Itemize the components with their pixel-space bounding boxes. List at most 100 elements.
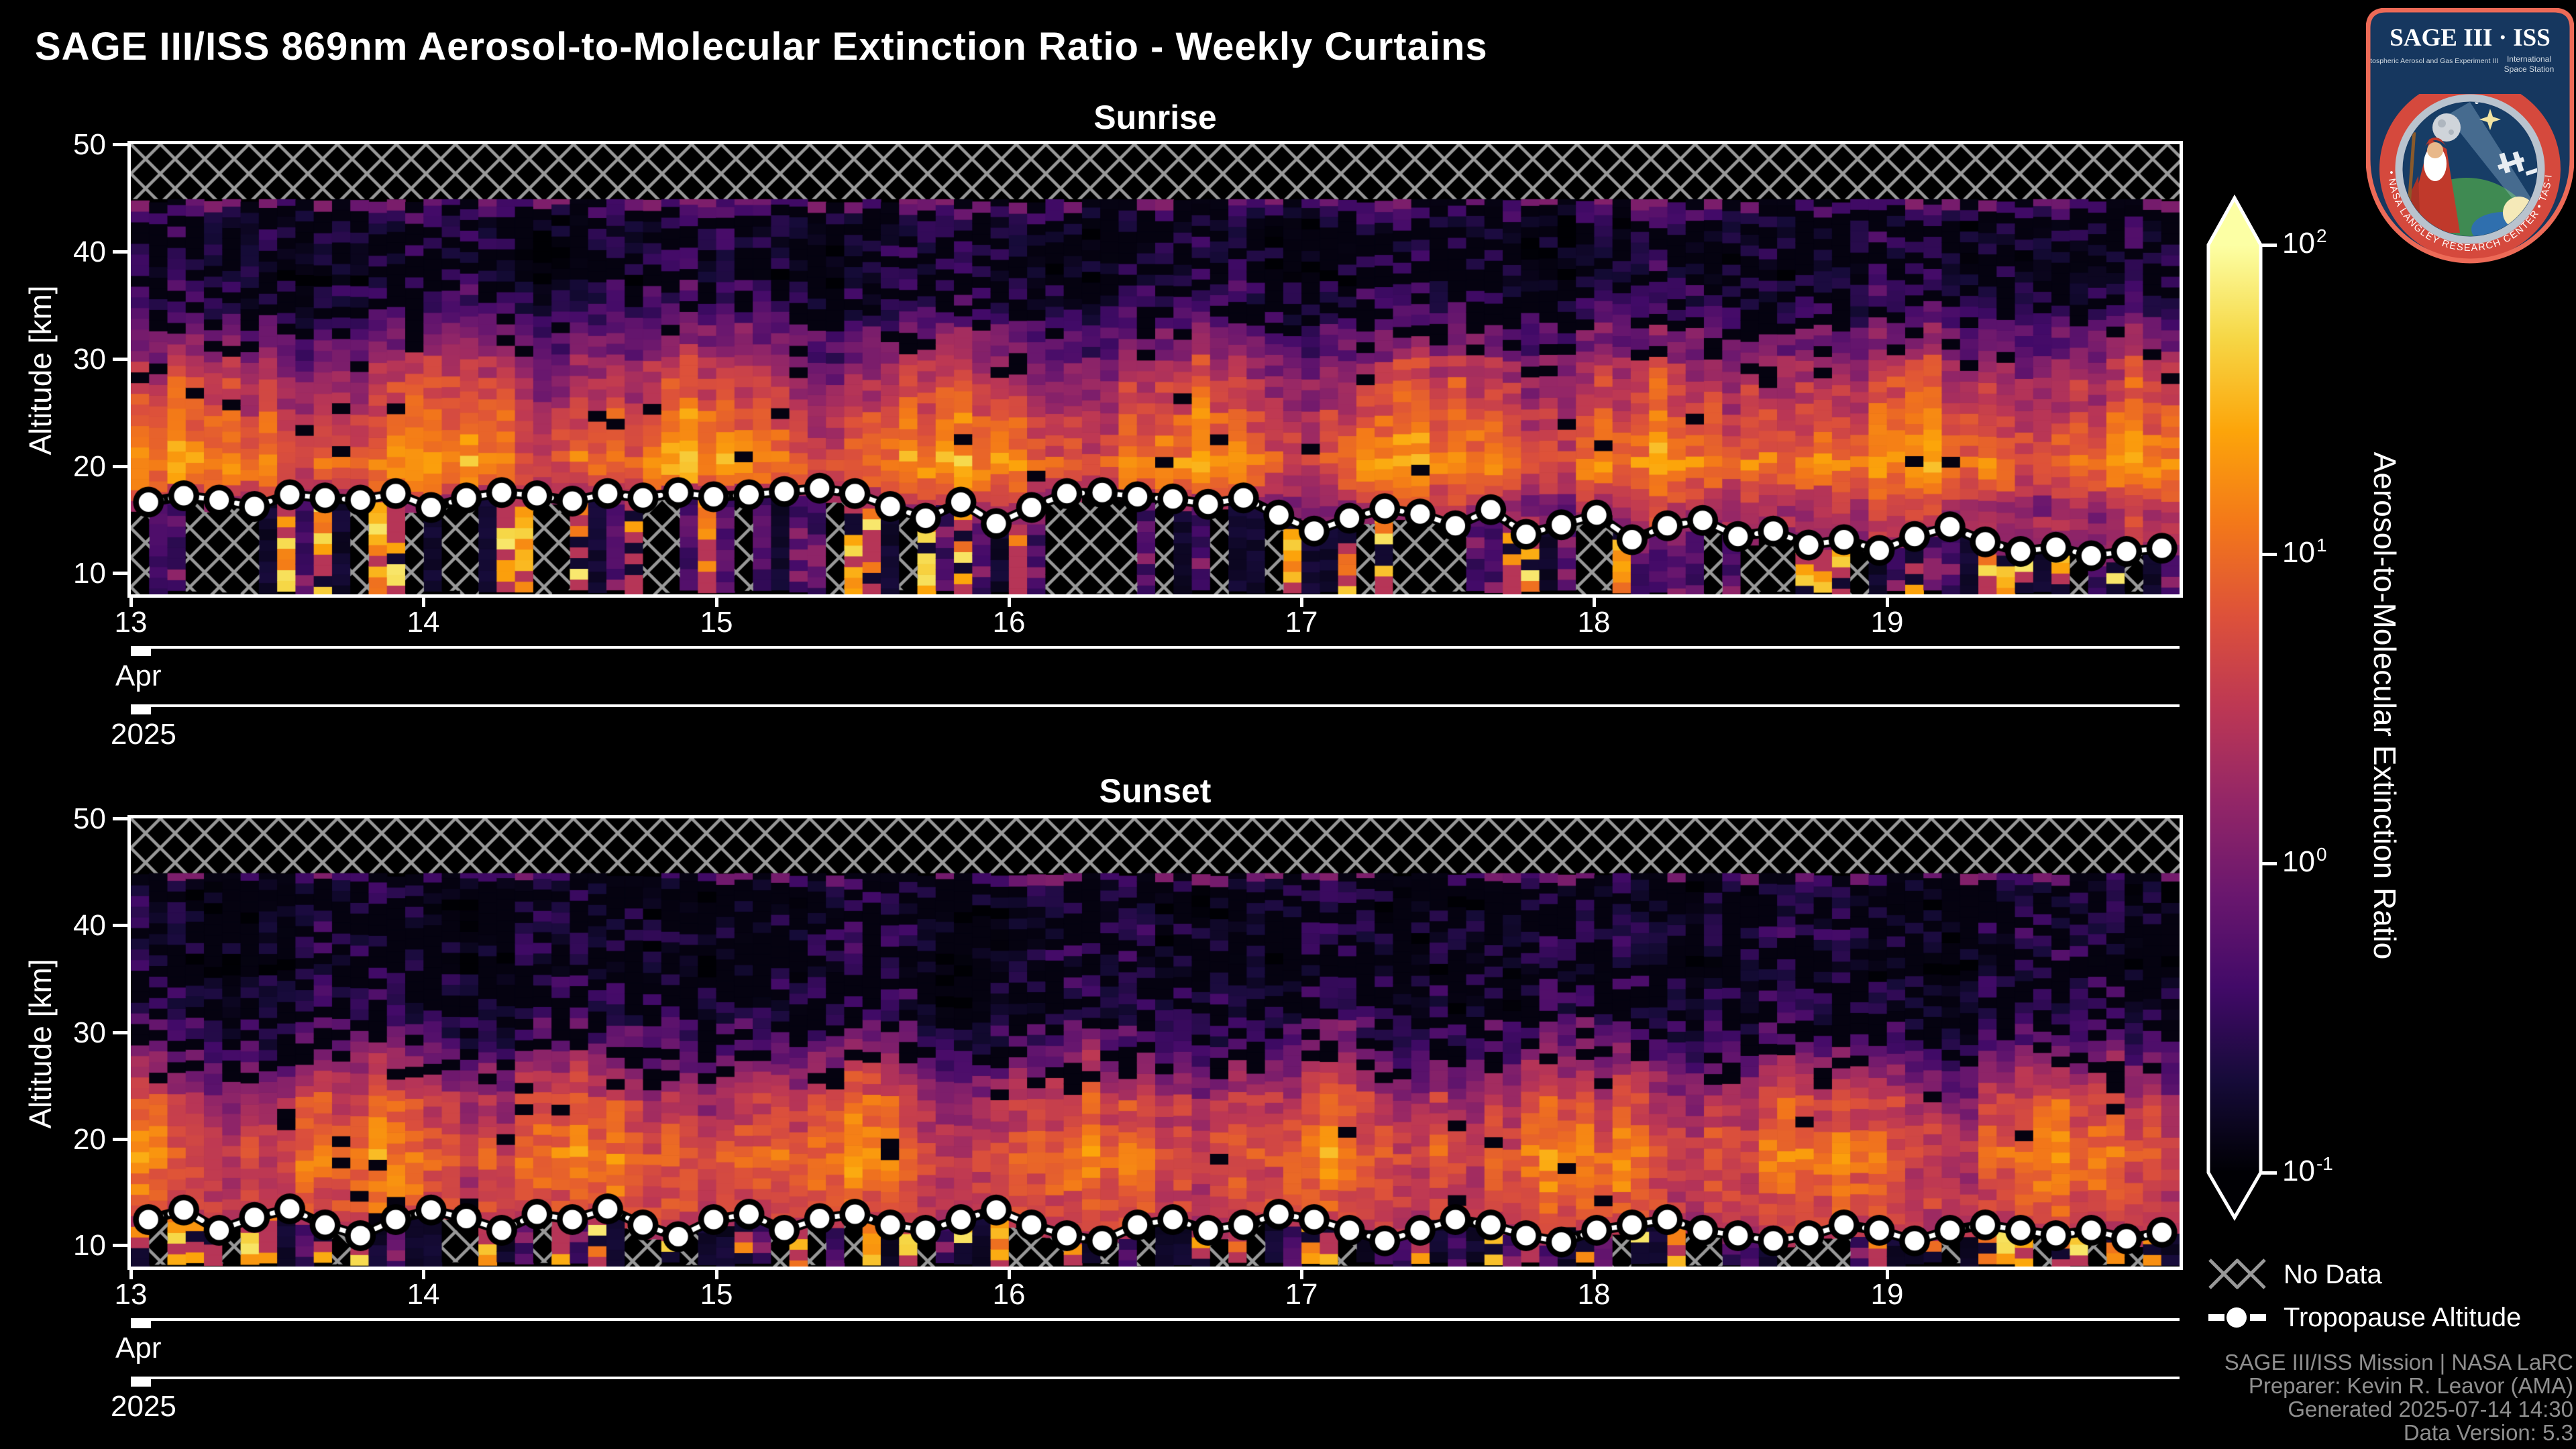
- colorbar-tick: [2261, 1171, 2277, 1175]
- sunrise-y-axis-title: Altitude [km]: [23, 285, 58, 455]
- y-tick-label: 20: [73, 450, 106, 483]
- logo-iss-icon: [2498, 151, 2537, 176]
- sunrise-heatmap-canvas: [131, 144, 2180, 594]
- attribution-line: Preparer: Kevin R. Leavor (AMA): [2248, 1373, 2573, 1398]
- y-tick: [113, 1138, 127, 1141]
- x-tick-label: 16: [992, 606, 1026, 639]
- month-axis-tick: [131, 647, 151, 656]
- x-tick: [1300, 596, 1303, 607]
- x-tick: [1008, 1269, 1011, 1279]
- x-tick: [129, 596, 133, 607]
- logo-border: [2366, 8, 2574, 264]
- year-axis-tick: [131, 1378, 151, 1387]
- x-tick-label: 17: [1285, 1278, 1318, 1311]
- year-label: 2025: [111, 1390, 176, 1423]
- x-tick: [422, 1269, 425, 1279]
- x-tick-label: 14: [407, 1278, 440, 1311]
- y-tick-label: 50: [73, 802, 106, 835]
- logo-tagline-right-2: Space Station: [2504, 64, 2555, 74]
- x-tick-label: 15: [700, 606, 733, 639]
- year-axis-tick: [131, 706, 151, 714]
- x-tick-label: 16: [992, 1278, 1026, 1311]
- colorbar-tick: [2261, 862, 2277, 865]
- y-tick: [113, 465, 127, 468]
- x-tick-label: 18: [1577, 1278, 1611, 1311]
- y-tick: [113, 572, 127, 575]
- x-tick: [1886, 1269, 1889, 1279]
- x-tick: [1593, 1269, 1596, 1279]
- x-tick-label: 19: [1870, 1278, 1904, 1311]
- month-axis-line: [131, 1318, 2180, 1321]
- colorbar-title: Aerosol-to-Molecular Extinction Ratio: [2367, 451, 2402, 960]
- x-tick-label: 14: [407, 606, 440, 639]
- sunrise-heatmap-panel: [127, 141, 2183, 598]
- tropopause-line-swatch-icon: [2208, 1307, 2266, 1328]
- attribution-line: Data Version: 5.3: [2403, 1420, 2573, 1445]
- sunset-y-axis-title: Altitude [km]: [23, 959, 58, 1129]
- x-tick-label: 18: [1577, 606, 1611, 639]
- month-axis-line: [131, 646, 2180, 649]
- month-label: Apr: [115, 659, 162, 692]
- y-tick: [113, 817, 127, 820]
- x-tick: [1593, 596, 1596, 607]
- colorbar-tick: [2261, 553, 2277, 556]
- x-tick-label: 17: [1285, 606, 1318, 639]
- year-axis-line: [131, 1377, 2180, 1379]
- x-tick: [422, 596, 425, 607]
- year-axis-line: [131, 704, 2180, 707]
- logo-title: SAGE III · ISS: [2390, 24, 2551, 52]
- colorbar-tick-label: 10 2: [2282, 225, 2327, 260]
- x-tick-label: 19: [1870, 606, 1904, 639]
- y-tick: [113, 250, 127, 254]
- x-tick-label: 15: [700, 1278, 733, 1311]
- logo-star-icon: [2479, 109, 2501, 130]
- y-tick-label: 40: [73, 235, 106, 268]
- y-tick-label: 40: [73, 909, 106, 942]
- x-tick-label: 13: [114, 606, 148, 639]
- legend-tropopause-label: Tropopause Altitude: [2284, 1303, 2522, 1332]
- sunset-heatmap-canvas: [131, 818, 2180, 1267]
- colorbar-tick: [2261, 244, 2277, 247]
- logo-gray-ring-icon: [2395, 94, 2545, 244]
- x-tick: [715, 1269, 718, 1279]
- figure-title: SAGE III/ISS 869nm Aerosol-to-Molecular …: [35, 25, 1488, 68]
- colorbar-tick-label: 10 0: [2282, 844, 2327, 878]
- sage-iii-iss-logo: BALL • NASA LANGLEY RESEARCH CENTER • TA…: [2366, 8, 2574, 264]
- colorbar-tick-label: 10 -1: [2282, 1153, 2333, 1187]
- month-axis-tick: [131, 1320, 151, 1328]
- logo-tagline-right-1: International: [2507, 54, 2551, 64]
- x-tick: [715, 596, 718, 607]
- sunset-heatmap-panel: [127, 815, 2183, 1270]
- y-tick-label: 30: [73, 1016, 106, 1049]
- no-data-hatch-swatch-icon: [2208, 1258, 2266, 1289]
- logo-sun-beam: [2447, 102, 2534, 213]
- attribution-line: Generated 2025-07-14 14:30: [2288, 1397, 2573, 1421]
- x-tick: [1300, 1269, 1303, 1279]
- x-tick: [1008, 596, 1011, 607]
- y-tick-label: 50: [73, 128, 106, 161]
- y-tick: [113, 924, 127, 927]
- legend-no-data-label: No Data: [2284, 1260, 2382, 1289]
- colorbar-tick-label: 10 1: [2282, 535, 2327, 569]
- sunrise-panel-title: Sunrise: [1093, 99, 1217, 136]
- month-label: Apr: [115, 1332, 162, 1364]
- y-tick: [113, 1031, 127, 1034]
- y-tick-label: 10: [73, 1229, 106, 1262]
- x-tick: [1886, 596, 1889, 607]
- sunset-panel-title: Sunset: [1099, 772, 1212, 810]
- x-tick-label: 13: [114, 1278, 148, 1311]
- logo-top-mask: [2371, 13, 2569, 94]
- colorbar: [2206, 194, 2277, 1221]
- logo-moon-icon: [2432, 113, 2461, 142]
- y-tick: [113, 143, 127, 146]
- y-tick: [113, 358, 127, 361]
- attribution-line: SAGE III/ISS Mission | NASA LaRC: [2224, 1350, 2573, 1375]
- y-tick-label: 30: [73, 343, 106, 376]
- y-tick-label: 20: [73, 1123, 106, 1156]
- y-tick-label: 10: [73, 557, 106, 590]
- y-tick: [113, 1244, 127, 1247]
- x-tick: [129, 1269, 133, 1279]
- colorbar-bar: [2206, 194, 2263, 1221]
- logo-tagline-left: Stratospheric Aerosol and Gas Experiment…: [2366, 57, 2498, 65]
